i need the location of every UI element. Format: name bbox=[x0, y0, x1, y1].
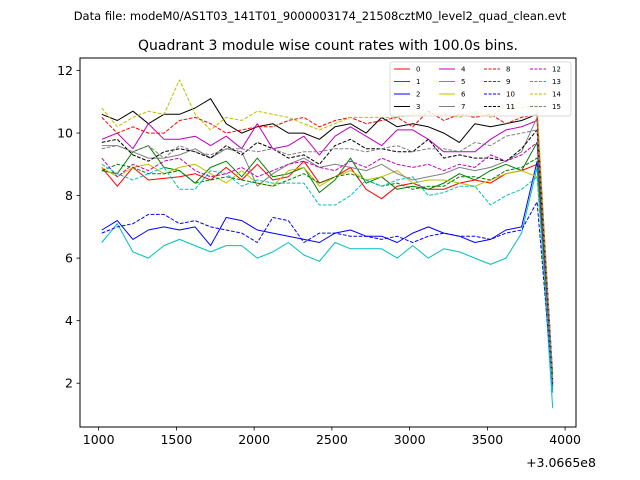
legend-label-7: 7 bbox=[461, 103, 465, 111]
series-line-3 bbox=[101, 98, 554, 384]
legend-label-5: 5 bbox=[461, 78, 465, 86]
series-line-10 bbox=[101, 201, 554, 387]
legend-label-0: 0 bbox=[416, 66, 420, 74]
plot-area-frame bbox=[79, 57, 577, 428]
legend-label-3: 3 bbox=[416, 103, 420, 111]
legend-label-14: 14 bbox=[552, 91, 561, 99]
legend-label-8: 8 bbox=[506, 66, 510, 74]
legend-label-4: 4 bbox=[461, 66, 466, 74]
series-line-14 bbox=[101, 79, 554, 381]
series-line-9 bbox=[101, 157, 554, 384]
series-line-11 bbox=[101, 129, 554, 381]
series-line-2 bbox=[101, 160, 554, 390]
legend-label-10: 10 bbox=[506, 91, 515, 99]
series-line-4 bbox=[101, 120, 554, 381]
y-tick-label: 10 bbox=[57, 126, 73, 141]
y-tick-label: 4 bbox=[65, 313, 73, 328]
x-tick-label: 4000 bbox=[549, 432, 581, 447]
x-tick-label: 3000 bbox=[394, 432, 426, 447]
legend-label-1: 1 bbox=[416, 78, 420, 86]
series-layer bbox=[101, 79, 554, 409]
series-line-15 bbox=[101, 129, 554, 378]
legend-box bbox=[389, 61, 572, 117]
x-tick-label: 2500 bbox=[316, 432, 348, 447]
series-line-6 bbox=[101, 163, 554, 384]
x-tick-label: 3500 bbox=[471, 432, 503, 447]
x-tick-label: 2000 bbox=[238, 432, 270, 447]
series-line-0 bbox=[101, 160, 554, 378]
series-line-12 bbox=[101, 141, 554, 384]
series-line-8 bbox=[101, 110, 554, 374]
legend-label-11: 11 bbox=[506, 103, 515, 111]
chart-title: Quadrant 3 module wise count rates with … bbox=[138, 38, 518, 54]
legend-label-13: 13 bbox=[552, 78, 561, 86]
y-tick-label: 12 bbox=[57, 63, 73, 78]
x-tick-label: 1000 bbox=[83, 432, 115, 447]
y-tick-label: 8 bbox=[65, 188, 73, 203]
series-line-7 bbox=[101, 116, 554, 393]
series-line-1 bbox=[101, 141, 554, 387]
legend-label-2: 2 bbox=[416, 91, 420, 99]
legend-label-15: 15 bbox=[552, 103, 561, 111]
legend-label-12: 12 bbox=[552, 66, 561, 74]
x-offset-label: +3.0665e8 bbox=[526, 455, 596, 470]
x-tick-label: 1500 bbox=[160, 432, 192, 447]
y-tick-label: 2 bbox=[65, 376, 73, 391]
series-line-13 bbox=[101, 163, 554, 393]
y-tick-label: 6 bbox=[65, 251, 73, 266]
suptitle: Data file: modeM0/AS1T03_141T01_90000031… bbox=[74, 9, 567, 23]
series-line-5 bbox=[101, 166, 554, 409]
legend-label-6: 6 bbox=[461, 91, 466, 99]
legend-label-9: 9 bbox=[506, 78, 510, 86]
